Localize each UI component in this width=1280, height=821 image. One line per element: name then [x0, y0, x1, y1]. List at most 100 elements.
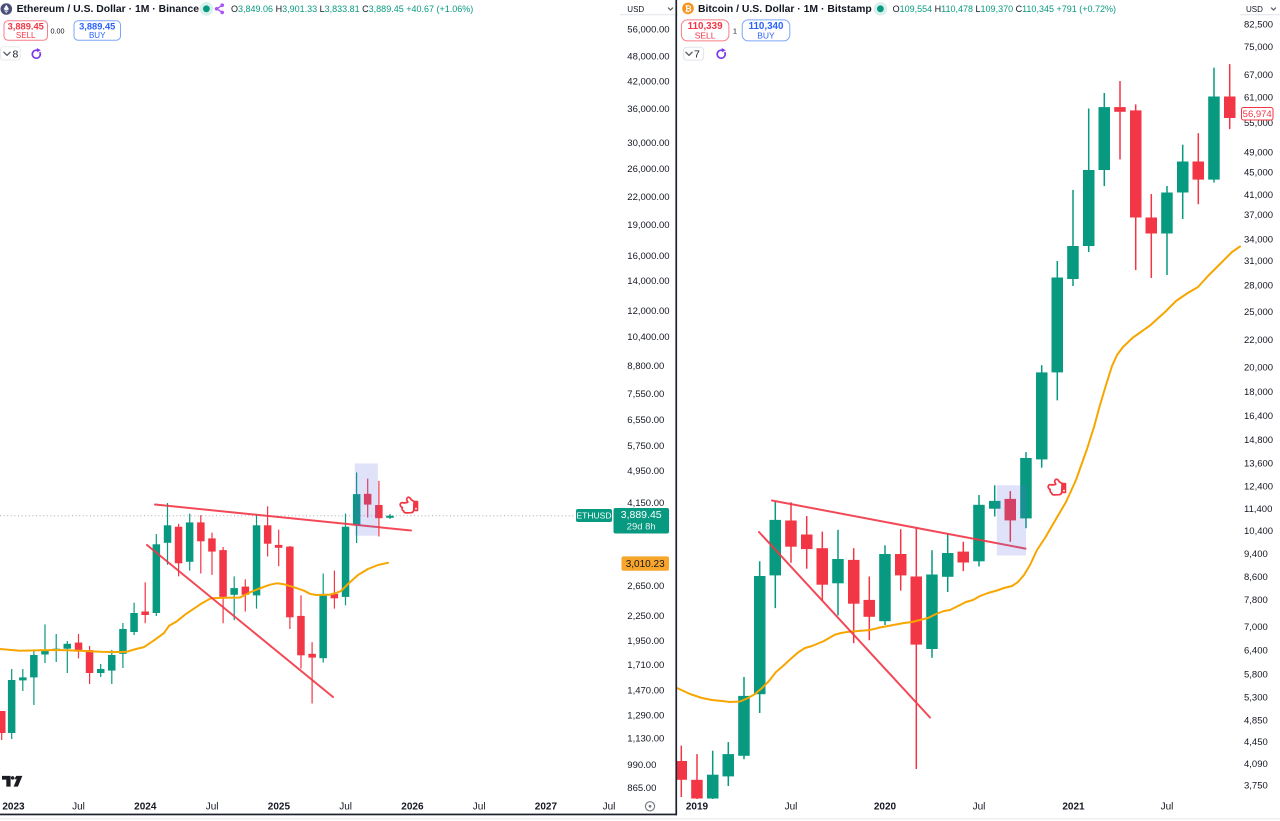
svg-text:49,000: 49,000: [1244, 148, 1273, 159]
svg-text:5,300: 5,300: [1244, 693, 1268, 704]
svg-text:3,889.45: 3,889.45: [8, 21, 44, 31]
svg-text:8,600: 8,600: [1244, 572, 1268, 583]
svg-text:67,000: 67,000: [1244, 70, 1273, 81]
svg-text:28,000: 28,000: [1244, 280, 1273, 291]
svg-text:1,710.00: 1,710.00: [627, 660, 664, 671]
svg-text:56,974: 56,974: [1243, 109, 1272, 120]
svg-text:Jul: Jul: [72, 802, 85, 813]
svg-text:3,750: 3,750: [1244, 781, 1268, 792]
svg-text:48,000.00: 48,000.00: [627, 52, 669, 63]
svg-text:7,000: 7,000: [1244, 622, 1268, 633]
svg-text:4,150.00: 4,150.00: [627, 498, 664, 509]
svg-text:2026: 2026: [401, 802, 424, 813]
svg-text:O109,554 H110,478 L109,370 C11: O109,554 H110,478 L109,370 C110,345 +791…: [893, 4, 1116, 14]
svg-text:BUY: BUY: [757, 31, 775, 41]
svg-text:Jul: Jul: [603, 802, 616, 813]
svg-text:3,889.45: 3,889.45: [79, 21, 115, 31]
svg-text:Jul: Jul: [206, 802, 219, 813]
svg-text:1,290.00: 1,290.00: [627, 711, 664, 722]
svg-text:20,000: 20,000: [1244, 362, 1273, 373]
svg-text:2023: 2023: [2, 802, 25, 813]
svg-text:1,950.00: 1,950.00: [627, 636, 664, 647]
svg-text:2027: 2027: [535, 802, 558, 813]
svg-text:42,000.00: 42,000.00: [627, 76, 669, 87]
svg-text:37,000: 37,000: [1244, 210, 1273, 221]
svg-text:1,130.00: 1,130.00: [627, 734, 664, 745]
svg-text:110,339: 110,339: [688, 21, 723, 32]
svg-text:2020: 2020: [874, 802, 897, 813]
svg-text:11,400: 11,400: [1244, 504, 1272, 515]
svg-text:5,800: 5,800: [1244, 669, 1268, 680]
svg-text:22,000: 22,000: [1244, 335, 1273, 346]
svg-text:4,450: 4,450: [1244, 737, 1268, 748]
svg-text:25,000: 25,000: [1244, 307, 1273, 318]
svg-text:Bitcoin / U.S. Dollar · 1M · B: Bitcoin / U.S. Dollar · 1M · Bitstamp: [698, 4, 872, 15]
svg-text:Jul: Jul: [973, 802, 986, 813]
svg-text:16,400: 16,400: [1244, 411, 1273, 422]
svg-text:55,000: 55,000: [1244, 118, 1273, 129]
svg-text:41,000: 41,000: [1244, 190, 1273, 201]
svg-text:0.00: 0.00: [51, 26, 65, 35]
svg-text:Jul: Jul: [785, 802, 798, 813]
svg-text:82,500: 82,500: [1244, 20, 1273, 31]
svg-text:45,000: 45,000: [1244, 168, 1273, 179]
svg-text:13,600: 13,600: [1244, 459, 1273, 470]
svg-text:USD: USD: [627, 5, 644, 14]
svg-text:₿: ₿: [685, 4, 692, 14]
svg-text:6,400: 6,400: [1244, 645, 1268, 656]
svg-text:4,090: 4,090: [1244, 759, 1268, 770]
svg-text:3,010.23: 3,010.23: [626, 559, 665, 570]
svg-text:30,000.00: 30,000.00: [627, 138, 669, 149]
svg-text:61,000: 61,000: [1244, 93, 1273, 104]
svg-text:12,000.00: 12,000.00: [627, 306, 669, 317]
svg-text:110,340: 110,340: [749, 21, 784, 32]
svg-text:1,470.00: 1,470.00: [627, 686, 664, 697]
svg-text:26,000.00: 26,000.00: [627, 164, 669, 175]
svg-text:865.00: 865.00: [627, 783, 656, 794]
svg-text:3,889.45: 3,889.45: [621, 509, 662, 521]
svg-text:2024: 2024: [134, 802, 157, 813]
svg-text:2,250.00: 2,250.00: [627, 611, 664, 622]
svg-text:ETHUSD: ETHUSD: [577, 511, 612, 521]
svg-text:18,000: 18,000: [1244, 387, 1273, 398]
svg-text:990.00: 990.00: [627, 760, 656, 771]
svg-text:16,000.00: 16,000.00: [627, 251, 669, 262]
svg-text:75,000: 75,000: [1244, 42, 1273, 53]
svg-text:Jul: Jul: [473, 802, 486, 813]
svg-text:4,850: 4,850: [1244, 716, 1268, 727]
svg-text:1: 1: [733, 26, 737, 35]
svg-text:SELL: SELL: [695, 31, 716, 41]
svg-text:BUY: BUY: [89, 31, 106, 40]
svg-text:2021: 2021: [1062, 802, 1085, 813]
svg-text:9,400: 9,400: [1244, 549, 1268, 560]
svg-text:36,000.00: 36,000.00: [627, 104, 669, 115]
svg-text:O3,849.06 H3,901.33 L3,833.81: O3,849.06 H3,901.33 L3,833.81 C3,889.45 …: [231, 4, 473, 14]
svg-text:14,000.00: 14,000.00: [627, 276, 669, 287]
svg-text:12,400: 12,400: [1244, 481, 1273, 492]
svg-text:10,400: 10,400: [1244, 526, 1273, 537]
svg-text:SELL: SELL: [16, 31, 36, 40]
svg-text:5,750.00: 5,750.00: [627, 441, 664, 452]
svg-text:29d 8h: 29d 8h: [627, 522, 656, 533]
svg-text:22,000.00: 22,000.00: [627, 192, 669, 203]
svg-text:8: 8: [13, 49, 19, 61]
svg-text:2,650.00: 2,650.00: [627, 581, 664, 592]
svg-text:7,550.00: 7,550.00: [627, 389, 664, 400]
svg-text:34,000: 34,000: [1244, 234, 1273, 245]
svg-text:4,950.00: 4,950.00: [627, 466, 664, 477]
svg-text:14,800: 14,800: [1244, 435, 1273, 446]
svg-text:19,000.00: 19,000.00: [627, 220, 669, 231]
svg-text:USD: USD: [1246, 5, 1263, 14]
svg-text:31,000: 31,000: [1244, 256, 1273, 267]
svg-text:Jul: Jul: [1161, 802, 1174, 813]
svg-text:2019: 2019: [686, 802, 709, 813]
svg-text:Jul: Jul: [339, 802, 352, 813]
svg-text:7,800: 7,800: [1244, 595, 1268, 606]
svg-text:Ethereum / U.S. Dollar · 1M ·: Ethereum / U.S. Dollar · 1M · Binance: [17, 4, 200, 15]
svg-text:7: 7: [694, 49, 700, 61]
svg-text:10,400.00: 10,400.00: [627, 332, 669, 343]
svg-text:6,550.00: 6,550.00: [627, 415, 664, 426]
svg-text:2025: 2025: [268, 802, 291, 813]
svg-text:8,800.00: 8,800.00: [627, 361, 664, 372]
svg-text:56,000.00: 56,000.00: [627, 24, 669, 35]
